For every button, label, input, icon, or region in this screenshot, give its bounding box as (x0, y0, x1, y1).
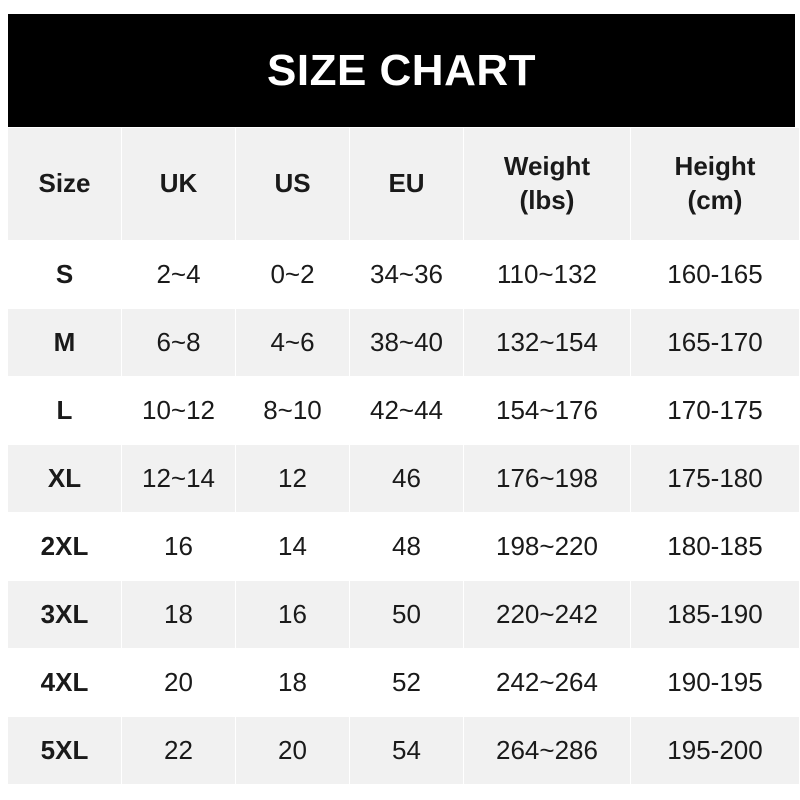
table-cell-eu: 52 (350, 649, 463, 716)
table-cell-weight: 220~242 (464, 581, 630, 648)
table-cell-eu: 34~36 (350, 241, 463, 308)
table-cell-us: 12 (236, 445, 349, 512)
table-cell-eu: 54 (350, 717, 463, 784)
table-cell-height: 180-185 (631, 513, 799, 580)
table-cell-eu: 42~44 (350, 377, 463, 444)
table-cell-us: 0~2 (236, 241, 349, 308)
table-cell-uk: 18 (122, 581, 235, 648)
table-cell-us: 8~10 (236, 377, 349, 444)
table-cell-size: 5XL (8, 717, 121, 784)
table-cell-weight: 110~132 (464, 241, 630, 308)
table-cell-uk: 6~8 (122, 309, 235, 376)
table-cell-eu: 48 (350, 513, 463, 580)
table-cell-height: 185-190 (631, 581, 799, 648)
table-cell-weight: 176~198 (464, 445, 630, 512)
column-header-uk: UK (122, 128, 235, 240)
table-cell-weight: 198~220 (464, 513, 630, 580)
table-cell-size: M (8, 309, 121, 376)
table-cell-size: 4XL (8, 649, 121, 716)
column-header-height: Height (cm) (631, 128, 799, 240)
table-cell-size: 2XL (8, 513, 121, 580)
table-cell-uk: 16 (122, 513, 235, 580)
table-cell-size: S (8, 241, 121, 308)
table-cell-us: 4~6 (236, 309, 349, 376)
table-cell-uk: 10~12 (122, 377, 235, 444)
table-cell-uk: 12~14 (122, 445, 235, 512)
table-cell-size: XL (8, 445, 121, 512)
table-cell-size: L (8, 377, 121, 444)
table-cell-uk: 20 (122, 649, 235, 716)
table-cell-eu: 50 (350, 581, 463, 648)
table-cell-eu: 46 (350, 445, 463, 512)
column-header-eu: EU (350, 128, 463, 240)
column-header-weight: Weight (lbs) (464, 128, 630, 240)
table-cell-us: 18 (236, 649, 349, 716)
table-cell-weight: 264~286 (464, 717, 630, 784)
column-header-us: US (236, 128, 349, 240)
table-cell-us: 20 (236, 717, 349, 784)
table-cell-uk: 2~4 (122, 241, 235, 308)
table-cell-weight: 242~264 (464, 649, 630, 716)
column-header-size: Size (8, 128, 121, 240)
size-chart-title: SIZE CHART (8, 14, 795, 127)
table-cell-weight: 154~176 (464, 377, 630, 444)
table-cell-height: 165-170 (631, 309, 799, 376)
table-cell-height: 195-200 (631, 717, 799, 784)
table-cell-size: 3XL (8, 581, 121, 648)
table-cell-height: 170-175 (631, 377, 799, 444)
table-cell-us: 14 (236, 513, 349, 580)
table-cell-us: 16 (236, 581, 349, 648)
size-chart-table: Size UK US EU Weight (lbs) Height (cm) S 2~4 0~2… (8, 128, 799, 784)
table-cell-uk: 22 (122, 717, 235, 784)
table-cell-height: 190-195 (631, 649, 799, 716)
table-cell-height: 160-165 (631, 241, 799, 308)
table-cell-eu: 38~40 (350, 309, 463, 376)
table-cell-height: 175-180 (631, 445, 799, 512)
table-cell-weight: 132~154 (464, 309, 630, 376)
